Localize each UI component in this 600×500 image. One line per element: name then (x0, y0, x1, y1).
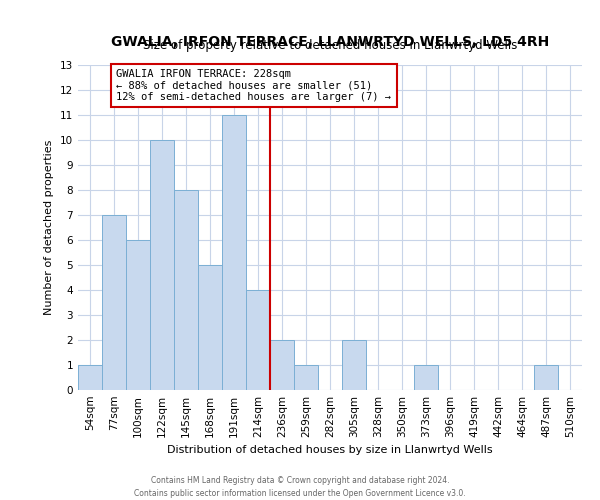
X-axis label: Distribution of detached houses by size in Llanwrtyd Wells: Distribution of detached houses by size … (167, 446, 493, 456)
Text: GWALIA IRFON TERRACE: 228sqm
← 88% of detached houses are smaller (51)
12% of se: GWALIA IRFON TERRACE: 228sqm ← 88% of de… (116, 68, 391, 102)
Bar (198, 265, 222, 390)
Bar (222, 115, 246, 390)
Title: GWALIA, IRFON TERRACE, LLANWRTYD WELLS, LD5 4RH: GWALIA, IRFON TERRACE, LLANWRTYD WELLS, … (111, 34, 549, 48)
Bar (102, 215, 126, 390)
Bar (174, 190, 198, 390)
Bar (126, 240, 150, 390)
Text: Contains HM Land Registry data © Crown copyright and database right 2024.
Contai: Contains HM Land Registry data © Crown c… (134, 476, 466, 498)
Bar (294, 365, 318, 390)
Bar (246, 290, 270, 390)
Y-axis label: Number of detached properties: Number of detached properties (44, 140, 55, 315)
Bar (150, 140, 174, 390)
Bar (534, 365, 558, 390)
Bar (78, 365, 102, 390)
Bar (342, 340, 366, 390)
Bar (270, 340, 294, 390)
Text: Size of property relative to detached houses in Llanwrtyd Wells: Size of property relative to detached ho… (143, 39, 517, 52)
Bar (414, 365, 438, 390)
